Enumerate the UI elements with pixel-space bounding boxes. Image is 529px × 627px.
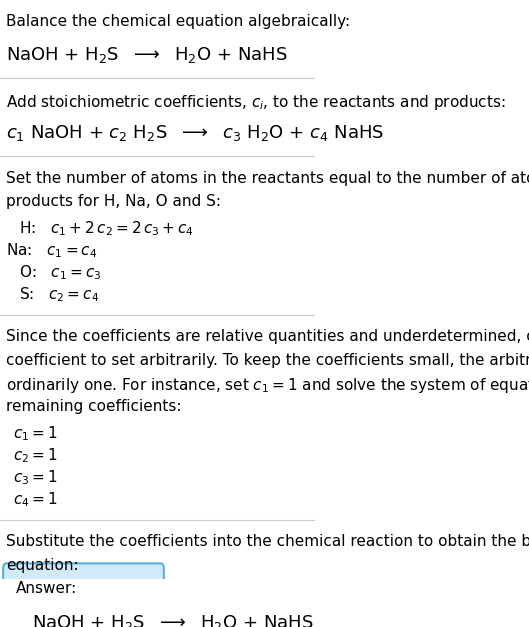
Text: Set the number of atoms in the reactants equal to the number of atoms in the: Set the number of atoms in the reactants… <box>6 171 529 186</box>
Text: NaOH + H$_2$S  $\longrightarrow$  H$_2$O + NaHS: NaOH + H$_2$S $\longrightarrow$ H$_2$O +… <box>6 45 288 65</box>
Text: NaOH + H$_2$S  $\longrightarrow$  H$_2$O + NaHS: NaOH + H$_2$S $\longrightarrow$ H$_2$O +… <box>32 613 313 627</box>
Text: remaining coefficients:: remaining coefficients: <box>6 399 182 414</box>
Text: $c_4 = 1$: $c_4 = 1$ <box>13 490 57 508</box>
Text: Add stoichiometric coefficients, $c_i$, to the reactants and products:: Add stoichiometric coefficients, $c_i$, … <box>6 93 506 112</box>
Text: $c_1$ NaOH + $c_2$ H$_2$S  $\longrightarrow$  $c_3$ H$_2$O + $c_4$ NaHS: $c_1$ NaOH + $c_2$ H$_2$S $\longrightarr… <box>6 123 384 143</box>
Text: coefficient to set arbitrarily. To keep the coefficients small, the arbitrary va: coefficient to set arbitrarily. To keep … <box>6 352 529 367</box>
Text: Substitute the coefficients into the chemical reaction to obtain the balanced: Substitute the coefficients into the che… <box>6 534 529 549</box>
Text: S:   $c_2 = c_4$: S: $c_2 = c_4$ <box>19 285 99 303</box>
Text: ordinarily one. For instance, set $c_1 = 1$ and solve the system of equations fo: ordinarily one. For instance, set $c_1 =… <box>6 376 529 395</box>
Text: $c_2 = 1$: $c_2 = 1$ <box>13 446 57 465</box>
Text: O:   $c_1 = c_3$: O: $c_1 = c_3$ <box>19 263 101 282</box>
Text: products for H, Na, O and S:: products for H, Na, O and S: <box>6 194 221 209</box>
Text: Since the coefficients are relative quantities and underdetermined, choose a: Since the coefficients are relative quan… <box>6 329 529 344</box>
FancyBboxPatch shape <box>3 564 164 627</box>
Text: Answer:: Answer: <box>16 581 77 596</box>
Text: Balance the chemical equation algebraically:: Balance the chemical equation algebraica… <box>6 14 350 29</box>
Text: H:   $c_1 + 2\,c_2 = 2\,c_3 + c_4$: H: $c_1 + 2\,c_2 = 2\,c_3 + c_4$ <box>19 219 194 238</box>
Text: equation:: equation: <box>6 557 79 572</box>
Text: $c_1 = 1$: $c_1 = 1$ <box>13 424 57 443</box>
Text: $c_3 = 1$: $c_3 = 1$ <box>13 468 57 487</box>
Text: Na:   $c_1 = c_4$: Na: $c_1 = c_4$ <box>6 241 97 260</box>
